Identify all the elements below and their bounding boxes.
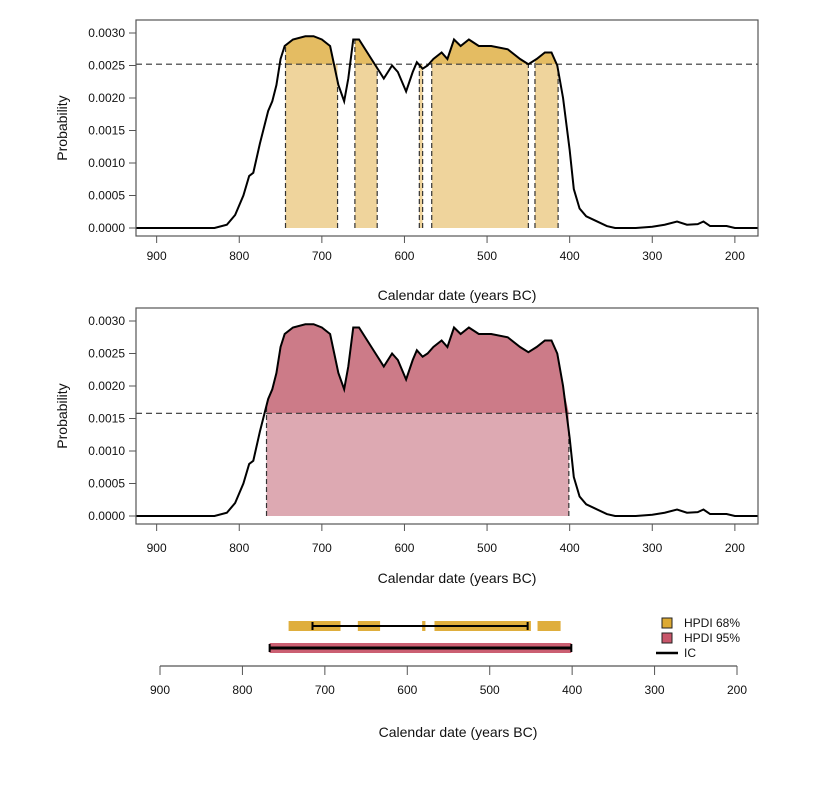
legend-swatch [661,617,673,629]
x-tick-label: 300 [642,249,662,263]
x-tick-label: 300 [645,683,665,697]
legend-label: IC [684,646,696,660]
y-axis-label: Probability [54,95,70,160]
y-tick-label: 0.0005 [88,477,125,491]
plot-frame [135,19,759,237]
hpdi-peak-fill [285,36,338,65]
y-tick-label: 0.0010 [88,444,125,458]
hpdi-bar [537,621,561,631]
y-tick-label: 0.0000 [88,509,125,523]
x-tick-label: 500 [477,541,497,555]
x-tick-label: 800 [232,683,252,697]
y-tick-label: 0.0010 [88,156,125,170]
y-tick-label: 0.0020 [88,379,125,393]
y-axis-label: Probability [54,383,70,448]
y-tick-label: 0.0005 [88,189,125,203]
y-tick-label: 0.0030 [88,26,125,40]
x-tick-label: 400 [560,249,580,263]
hpdi-peak-fill [266,324,569,414]
x-tick-label: 500 [477,249,497,263]
panel-3: 900 800 700 600 500 400 300 200 Calendar date (y… [150,616,747,740]
hpdi-peak-fill [431,39,529,65]
x-tick-label: 600 [397,683,417,697]
x-tick-label: 500 [480,683,500,697]
x-axis-label: Calendar date (years BC) [378,287,537,303]
x-tick-label: 900 [147,249,167,263]
x-tick-label: 800 [229,249,249,263]
x-tick-label: 400 [560,541,580,555]
legend-label: HPDI 68% [684,616,740,630]
x-tick-label: 200 [727,683,747,697]
x-tick-label: 900 [147,541,167,555]
y-tick-label: 0.0025 [88,59,125,73]
legend: HPDI 68%HPDI 95%IC [656,616,740,660]
hpdi-interval-fill [419,64,423,228]
x-tick-label: 600 [394,541,414,555]
x-tick-label: 800 [229,541,249,555]
density-curve [136,35,758,229]
hpdi-interval-fill [285,64,338,228]
y-tick-label: 0.0000 [88,221,125,235]
y-tick-label: 0.0020 [88,91,125,105]
panel-2: 900 800 700 600 500 400 300 200 0.0000 0.0005 0.00… [54,307,759,586]
legend-label: HPDI 95% [684,631,740,645]
x-tick-label: 600 [394,249,414,263]
x-axis-label: Calendar date (years BC) [378,570,537,586]
y-tick-label: 0.0030 [88,314,125,328]
x-tick-label: 200 [725,541,745,555]
x-tick-label: 700 [312,541,332,555]
y-tick-label: 0.0015 [88,412,125,426]
plot-frame [135,307,759,525]
hpdi-interval-fill [354,64,378,228]
hpdi-interval-fill [266,413,569,516]
legend-swatch [661,632,673,644]
x-tick-label: 400 [562,683,582,697]
panel-1: 900 800 700 600 500 400 300 200 0.0000 0.0005 0.00… [54,19,759,303]
x-tick-label: 200 [725,249,745,263]
x-axis-label: Calendar date (years BC) [379,724,538,740]
hpdi-interval-fill [431,64,529,228]
x-tick-label: 300 [642,541,662,555]
y-tick-label: 0.0025 [88,347,125,361]
hpdi-interval-fill [534,64,559,228]
x-tick-label: 900 [150,683,170,697]
x-tick-label: 700 [312,249,332,263]
density-curve [136,323,758,517]
y-tick-label: 0.0015 [88,124,125,138]
x-tick-label: 700 [315,683,335,697]
